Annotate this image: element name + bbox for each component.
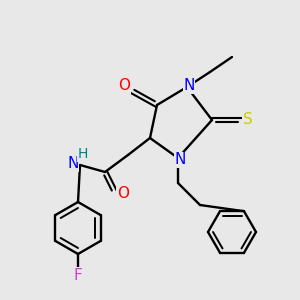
Text: N: N <box>67 157 79 172</box>
Text: F: F <box>74 268 82 283</box>
Text: O: O <box>117 185 129 200</box>
Text: N: N <box>183 79 195 94</box>
Text: N: N <box>174 152 186 167</box>
Text: H: H <box>78 147 88 161</box>
Text: S: S <box>243 112 253 128</box>
Text: O: O <box>118 79 130 94</box>
